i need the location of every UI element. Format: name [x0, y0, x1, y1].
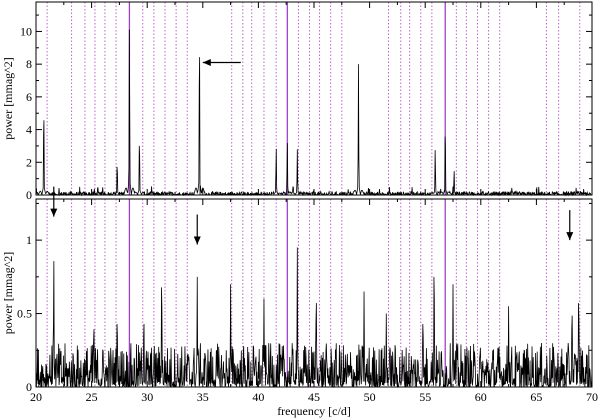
bottom-reference-lines	[46, 199, 581, 387]
x-tick-label: 55	[419, 390, 431, 404]
y-tick-label: 1	[26, 233, 32, 247]
arrow-head	[202, 59, 211, 67]
x-tick-label: 25	[86, 390, 98, 404]
x-tick-label: 35	[197, 390, 209, 404]
arrow-head	[193, 236, 201, 245]
arrow-head	[50, 208, 58, 217]
x-axis-label: frequency [c/d]	[277, 404, 351, 418]
x-tick-label: 70	[586, 390, 598, 404]
x-tick-label: 65	[530, 390, 542, 404]
y-tick-label: 0	[26, 380, 32, 394]
top-axis-ticks: 0 2 4 6 8 10	[20, 2, 593, 202]
y-tick-label: 8	[26, 57, 32, 71]
top-power-series	[35, 29, 593, 197]
top-plot-frame	[35, 1, 593, 196]
top-y-axis-label: power [mmag^2]	[1, 57, 15, 140]
bottom-panel: 20 25 30 35 40 45 50 55 60 65 70 0 0.5 1 power [mmag^…	[1, 186, 598, 418]
y-tick-label: 2	[26, 155, 32, 169]
x-tick-label: 40	[252, 390, 264, 404]
bottom-power-series	[35, 247, 593, 389]
y-tick-label: 6	[26, 90, 32, 104]
y-tick-label: 10	[20, 24, 32, 38]
top-arrows	[202, 59, 241, 67]
bottom-axis-ticks: 20 25 30 35 40 45 50 55 60 65 70 0 0.5 1	[17, 199, 598, 404]
x-tick-label: 45	[308, 390, 320, 404]
bottom-plot-frame	[35, 198, 593, 388]
top-reference-lines	[46, 2, 581, 195]
y-tick-label: 0	[26, 188, 32, 202]
bottom-arrows	[50, 186, 574, 245]
x-tick-label: 50	[364, 390, 376, 404]
arrow-head	[566, 232, 574, 241]
x-tick-label: 60	[475, 390, 487, 404]
x-tick-label: 30	[141, 390, 153, 404]
bottom-y-axis-label: power [mmag^2]	[1, 252, 15, 335]
y-tick-label: 4	[26, 123, 32, 137]
x-tick-label: 20	[30, 390, 42, 404]
top-panel: 0 2 4 6 8 10 power [mmag^2]	[1, 1, 593, 202]
y-tick-label: 0.5	[17, 307, 32, 321]
